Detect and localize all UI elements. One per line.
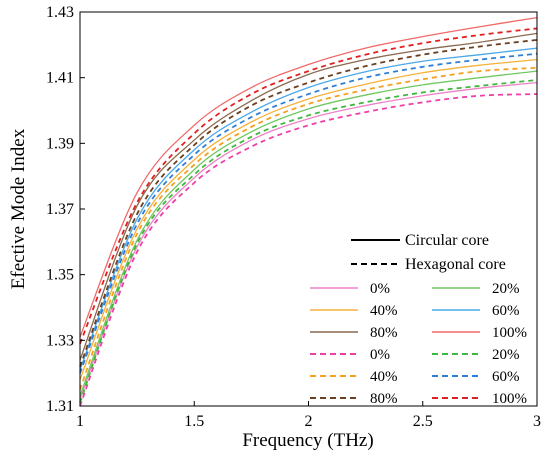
x-tick-label: 1 (76, 413, 84, 430)
x-tick-label: 2.5 (413, 413, 433, 430)
series-line-hexagonal-40pct (79, 66, 538, 390)
series-line-circular-0pct (79, 81, 538, 400)
series-line-circular-80pct (79, 32, 538, 361)
series-line-hexagonal-0pct (79, 93, 538, 407)
series-line-hexagonal-100pct (79, 27, 538, 344)
legend-label: 20% (492, 347, 520, 363)
legend-label: 100% (492, 391, 527, 407)
legend-style-label: Circular core (405, 232, 489, 249)
y-tick-label: 1.37 (46, 201, 74, 218)
series-line-hexagonal-80pct (79, 39, 538, 367)
legend-style-label: Hexagonal core (405, 256, 506, 273)
axis-ticks: 1 1.5 2 2.5 3 1.31 1.33 1.35 1.37 1.39 1.41 1.43 (46, 4, 541, 430)
series-line-circular-20pct (79, 70, 538, 397)
legend-label: 60% (492, 303, 520, 319)
y-tick-label: 1.41 (46, 70, 74, 87)
series-layer (79, 16, 538, 407)
legend-label: 0% (370, 347, 390, 363)
legend-label: 100% (492, 325, 527, 341)
y-axis-title: Efective Mode Index (8, 128, 29, 289)
y-tick-label: 1.35 (46, 267, 74, 284)
x-axis-title: Frequency (THz) (242, 430, 373, 451)
legend-label: 80% (370, 391, 398, 407)
legend-label: 40% (370, 303, 398, 319)
legend-label: 60% (492, 369, 520, 385)
legend-label: 20% (492, 281, 520, 297)
y-tick-label: 1.31 (46, 398, 74, 415)
legend-label: 40% (370, 369, 398, 385)
x-tick-label: 1.5 (184, 413, 204, 430)
series-line-hexagonal-20pct (79, 79, 538, 404)
x-tick-label: 2 (305, 413, 313, 430)
series-line-circular-100pct (79, 16, 538, 338)
y-tick-label: 1.33 (46, 332, 74, 349)
legend-label: 0% (370, 281, 390, 297)
y-tick-label: 1.43 (46, 4, 74, 21)
y-tick-label: 1.39 (46, 135, 74, 152)
legend: Circular core Hexagonal core 0% 20% 40% 60% 80… (310, 232, 527, 407)
series-line-circular-40pct (79, 58, 538, 380)
legend-label: 80% (370, 325, 398, 341)
series-line-circular-60pct (79, 47, 538, 371)
x-tick-label: 3 (533, 413, 541, 430)
